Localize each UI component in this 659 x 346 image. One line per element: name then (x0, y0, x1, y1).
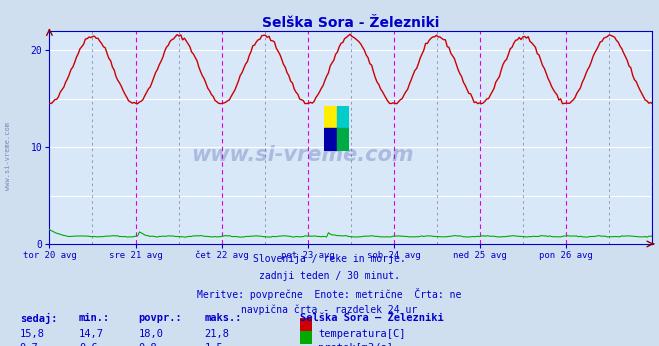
Text: 21,8: 21,8 (204, 329, 229, 339)
Title: Selška Sora - Železniki: Selška Sora - Železniki (262, 16, 440, 30)
Text: www.si-vreme.com: www.si-vreme.com (5, 122, 11, 190)
Text: 0,6: 0,6 (79, 343, 98, 346)
Text: Meritve: povprečne  Enote: metrične  Črta: ne: Meritve: povprečne Enote: metrične Črta:… (197, 288, 462, 300)
Bar (337, 106, 349, 128)
Text: 0,8: 0,8 (138, 343, 157, 346)
Text: zadnji teden / 30 minut.: zadnji teden / 30 minut. (259, 271, 400, 281)
Bar (324, 128, 337, 151)
Text: 15,8: 15,8 (20, 329, 45, 339)
Text: 14,7: 14,7 (79, 329, 104, 339)
Text: Selška Sora – Železniki: Selška Sora – Železniki (300, 313, 444, 323)
Text: Slovenija / reke in morje.: Slovenija / reke in morje. (253, 254, 406, 264)
Text: 1,5: 1,5 (204, 343, 223, 346)
Text: maks.:: maks.: (204, 313, 242, 323)
Bar (337, 128, 349, 151)
Text: pretok[m3/s]: pretok[m3/s] (318, 343, 393, 346)
Text: min.:: min.: (79, 313, 110, 323)
Text: sedaj:: sedaj: (20, 313, 57, 324)
Text: www.si-vreme.com: www.si-vreme.com (191, 145, 414, 165)
Bar (324, 106, 337, 128)
Text: povpr.:: povpr.: (138, 313, 182, 323)
Text: 0,7: 0,7 (20, 343, 38, 346)
Text: navpična črta - razdelek 24 ur: navpična črta - razdelek 24 ur (241, 304, 418, 315)
Text: temperatura[C]: temperatura[C] (318, 329, 406, 339)
Text: 18,0: 18,0 (138, 329, 163, 339)
